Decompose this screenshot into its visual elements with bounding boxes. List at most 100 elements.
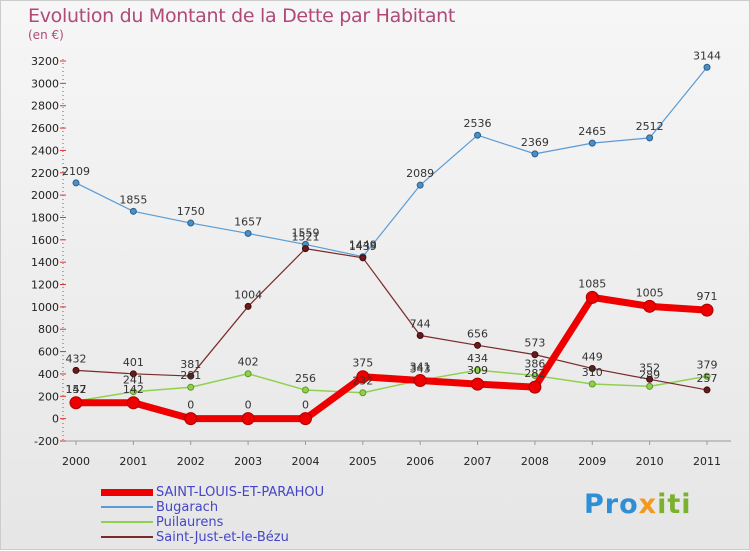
- data-label: 1521: [291, 231, 319, 244]
- data-label: 432: [66, 352, 87, 365]
- data-label: 343: [410, 362, 431, 375]
- data-label: 401: [123, 356, 144, 369]
- y-tick-label: -200: [34, 435, 59, 448]
- data-point: [359, 254, 367, 262]
- data-label: 0: [187, 399, 194, 412]
- data-label: 257: [697, 372, 718, 385]
- data-point: [588, 364, 596, 372]
- legend-swatch: [101, 488, 153, 496]
- data-point: [187, 372, 195, 380]
- data-label: 157: [66, 383, 87, 396]
- chart-subtitle: (en €): [28, 28, 64, 42]
- data-label: 573: [524, 337, 545, 350]
- y-tick-label: 2000: [31, 189, 59, 202]
- axes: -200020040060080010001200140016001800200…: [31, 55, 731, 468]
- data-point: [474, 366, 482, 374]
- logo-part-3: iti: [657, 489, 692, 520]
- data-label: 241: [123, 374, 144, 387]
- data-point: [646, 375, 654, 383]
- series-line-1: [75, 66, 708, 258]
- y-tick-label: 1400: [31, 256, 59, 269]
- x-tick-label: 2001: [119, 455, 147, 468]
- data-point: [126, 396, 140, 410]
- data-point: [301, 386, 309, 394]
- data-point: [244, 370, 252, 378]
- data-label: 282: [524, 367, 545, 380]
- y-tick-label: 800: [38, 323, 59, 336]
- data-label: 1559: [291, 226, 319, 239]
- data-label: 1855: [119, 193, 147, 206]
- data-label: 1657: [234, 215, 262, 228]
- series-line-3: [75, 248, 708, 391]
- data-point: [359, 389, 367, 397]
- x-tick-label: 2005: [349, 455, 377, 468]
- data-label: 341: [410, 361, 431, 374]
- proxiti-logo: Proxiti: [584, 489, 692, 520]
- data-point: [416, 331, 424, 339]
- x-tick-label: 2011: [693, 455, 721, 468]
- series-line-0: [76, 293, 708, 423]
- data-label: 256: [295, 372, 316, 385]
- data-label: 1449: [349, 239, 377, 252]
- data-point: [72, 366, 80, 374]
- data-point: [703, 372, 711, 380]
- data-label: 0: [302, 399, 309, 412]
- y-tick-label: 1000: [31, 301, 59, 314]
- data-point: [471, 377, 485, 391]
- data-label: 309: [467, 364, 488, 377]
- data-point: [129, 370, 137, 378]
- data-point: [187, 383, 195, 391]
- y-tick-label: 3000: [31, 77, 59, 90]
- data-label: 744: [410, 317, 431, 330]
- data-point: [244, 302, 252, 310]
- data-point: [703, 386, 711, 394]
- data-label: 379: [697, 358, 718, 371]
- data-label: 656: [467, 327, 488, 340]
- data-point: [646, 382, 654, 390]
- logo-part-2: x: [638, 489, 658, 520]
- y-tick-label: 2600: [31, 122, 59, 135]
- data-point: [129, 388, 137, 396]
- data-label: 2109: [62, 165, 90, 178]
- legend-swatch: [101, 521, 153, 523]
- data-label: 289: [639, 368, 660, 381]
- data-label: 0: [245, 399, 252, 412]
- data-label: 1085: [578, 277, 606, 290]
- data-point: [643, 299, 657, 313]
- data-label: 449: [582, 350, 603, 363]
- y-tick-label: 2200: [31, 167, 59, 180]
- data-point: [531, 150, 539, 158]
- data-point: [700, 303, 714, 317]
- data-label: 434: [467, 352, 488, 365]
- data-label: 381: [180, 358, 201, 371]
- data-point: [298, 412, 312, 426]
- x-tick-label: 2000: [62, 455, 90, 468]
- data-point: [585, 290, 599, 304]
- data-label: 142: [123, 383, 144, 396]
- y-tick-label: 2800: [31, 100, 59, 113]
- data-label: 2465: [578, 125, 606, 138]
- x-tick-label: 2006: [406, 455, 434, 468]
- data-point: [531, 351, 539, 359]
- data-point: [187, 219, 195, 227]
- x-tick-label: 2008: [521, 455, 549, 468]
- legend-swatch: [101, 506, 153, 508]
- data-label: 3144: [693, 49, 721, 62]
- data-point: [528, 380, 542, 394]
- data-label: 2536: [464, 117, 492, 130]
- x-tick-label: 2009: [578, 455, 606, 468]
- data-labels: 2109 1855 1750 1657 1559 1449 2089 2536 2369 2465…: [62, 49, 721, 411]
- data-point: [356, 370, 370, 384]
- data-point: [531, 372, 539, 380]
- legend-swatch: [101, 536, 153, 538]
- data-label: 142: [66, 383, 87, 396]
- series-lines: [69, 63, 714, 426]
- y-tick-label: 200: [38, 390, 59, 403]
- y-tick-label: 3200: [31, 55, 59, 68]
- data-label: 971: [697, 290, 718, 303]
- y-tick-label: 400: [38, 368, 59, 381]
- data-point: [241, 412, 255, 426]
- chart-title: Evolution du Montant de la Dette par Hab…: [28, 5, 456, 27]
- data-label: 1439: [349, 240, 377, 253]
